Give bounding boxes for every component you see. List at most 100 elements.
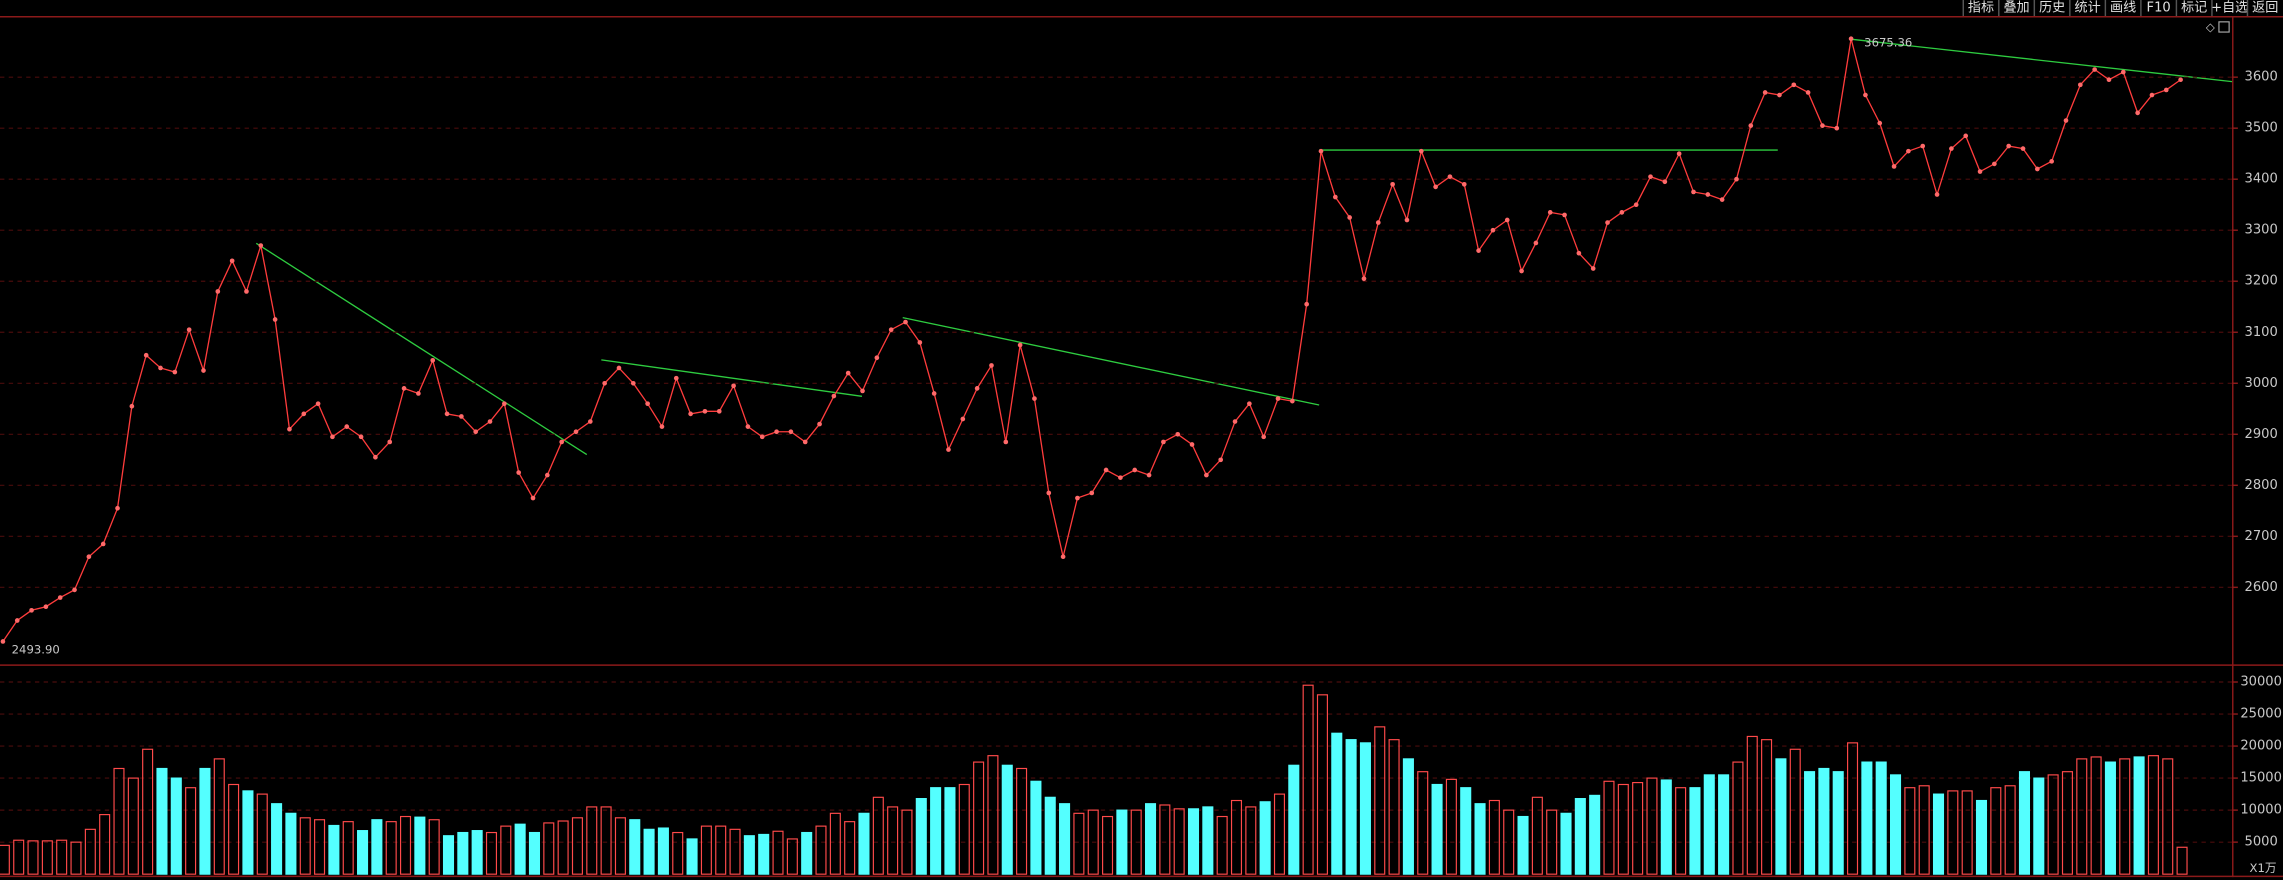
- icon[interactable]: [2218, 21, 2230, 33]
- volume-bar: [1345, 739, 1357, 875]
- volume-bar: [514, 823, 526, 875]
- y-tick-label: 2700: [2245, 529, 2278, 544]
- price-point: [86, 554, 92, 560]
- volume-bar: [2090, 756, 2102, 875]
- price-point: [745, 424, 751, 429]
- volume-bar: [414, 816, 426, 875]
- volume-bar: [228, 783, 240, 875]
- volume-bar: [99, 814, 111, 875]
- volume-bar: [13, 839, 25, 875]
- volume-bar: [1560, 812, 1572, 875]
- price-point: [2149, 92, 2155, 98]
- volume-bar: [1804, 771, 1816, 875]
- menu-button[interactable]: +自选: [2211, 0, 2248, 16]
- menu-button[interactable]: 历史: [2039, 0, 2065, 16]
- icon[interactable]: ◇: [2206, 20, 2215, 34]
- price-point: [473, 429, 479, 435]
- volume-bar: [242, 790, 254, 875]
- price-point: [0, 639, 6, 644]
- price-point: [272, 317, 278, 322]
- price-point: [1204, 472, 1209, 478]
- price-point: [1949, 146, 1954, 151]
- y-tick-label: 3200: [2245, 274, 2278, 289]
- volume-bar: [1947, 790, 1959, 875]
- volume-bar: [1288, 764, 1300, 875]
- volume-bar: [0, 844, 10, 875]
- volume-bar: [127, 777, 139, 875]
- volume-bar: [801, 831, 813, 875]
- volume-bar: [1431, 783, 1443, 875]
- price-point: [602, 380, 607, 386]
- volume-bar: [170, 777, 182, 875]
- price-point: [1490, 227, 1496, 233]
- y-tick-label: 3000: [2245, 376, 2278, 391]
- volume-bar: [1331, 732, 1343, 875]
- volume-bar: [1932, 793, 1945, 875]
- price-point: [1433, 184, 1438, 190]
- volume-bar: [1173, 808, 1185, 875]
- price-point: [387, 439, 393, 445]
- price-point: [1863, 92, 1868, 98]
- volume-bar: [1359, 742, 1371, 875]
- volume-bar: [844, 821, 856, 875]
- price-point: [1576, 250, 1582, 256]
- price-point: [2063, 118, 2069, 123]
- price-point: [759, 434, 765, 440]
- volume-bar: [1603, 780, 1615, 875]
- volume-bar: [1875, 761, 1887, 875]
- volume-bar: [543, 822, 555, 875]
- volume-bar: [285, 812, 297, 875]
- price-point: [1232, 419, 1238, 424]
- price-point: [2135, 110, 2140, 116]
- volume-bar: [643, 828, 655, 875]
- volume-bar: [614, 817, 626, 875]
- price-point: [186, 327, 192, 333]
- price-point: [1906, 148, 1911, 154]
- price-point: [1891, 164, 1897, 169]
- price-point: [1089, 490, 1095, 496]
- volume-bar: [2162, 758, 2174, 875]
- price-point: [1275, 396, 1281, 401]
- max-label: 3675.36: [1864, 36, 1912, 50]
- menu-button[interactable]: 标记: [2181, 0, 2207, 16]
- volume-bar: [571, 817, 583, 875]
- price-point: [158, 365, 163, 371]
- volume-bar: [1617, 783, 1629, 875]
- price-point: [559, 439, 564, 445]
- menu-button[interactable]: 返回: [2252, 0, 2278, 16]
- volume-bar: [213, 758, 225, 875]
- volume-bar: [1761, 739, 1773, 875]
- volume-bar: [256, 793, 268, 875]
- menu-button[interactable]: 叠加: [2003, 0, 2029, 16]
- price-point: [845, 370, 851, 376]
- menu-button[interactable]: 统计: [2075, 0, 2101, 16]
- volume-bar: [758, 833, 770, 875]
- price-point: [1762, 90, 1768, 95]
- y-tick-label: 2800: [2245, 478, 2278, 493]
- volume-bar: [1016, 767, 1028, 875]
- volume-bar: [271, 803, 283, 875]
- menu-button[interactable]: 画线: [2110, 0, 2136, 16]
- price-point: [1691, 189, 1696, 195]
- price-point: [459, 414, 464, 419]
- volume-bar: [428, 819, 440, 875]
- price-point: [1290, 398, 1295, 404]
- price-point: [774, 429, 779, 435]
- menu-button[interactable]: 指标: [1968, 0, 1994, 16]
- volume-bar: [70, 841, 82, 875]
- volume-bar: [1732, 761, 1744, 875]
- price-point: [1619, 210, 1625, 215]
- price-point: [1418, 148, 1424, 154]
- volume-bar: [973, 761, 985, 875]
- menu-button[interactable]: F10: [2147, 1, 2171, 16]
- price-point: [1934, 192, 1940, 197]
- volume-bar: [1202, 806, 1214, 875]
- price-point: [57, 595, 63, 600]
- volume-bar: [371, 819, 383, 875]
- price-point: [1533, 240, 1539, 246]
- volume-bar: [729, 828, 741, 875]
- y-tick-label: 25000: [2240, 707, 2282, 722]
- volume-bar: [485, 831, 498, 875]
- price-point: [1247, 401, 1252, 407]
- price-point: [1075, 495, 1080, 501]
